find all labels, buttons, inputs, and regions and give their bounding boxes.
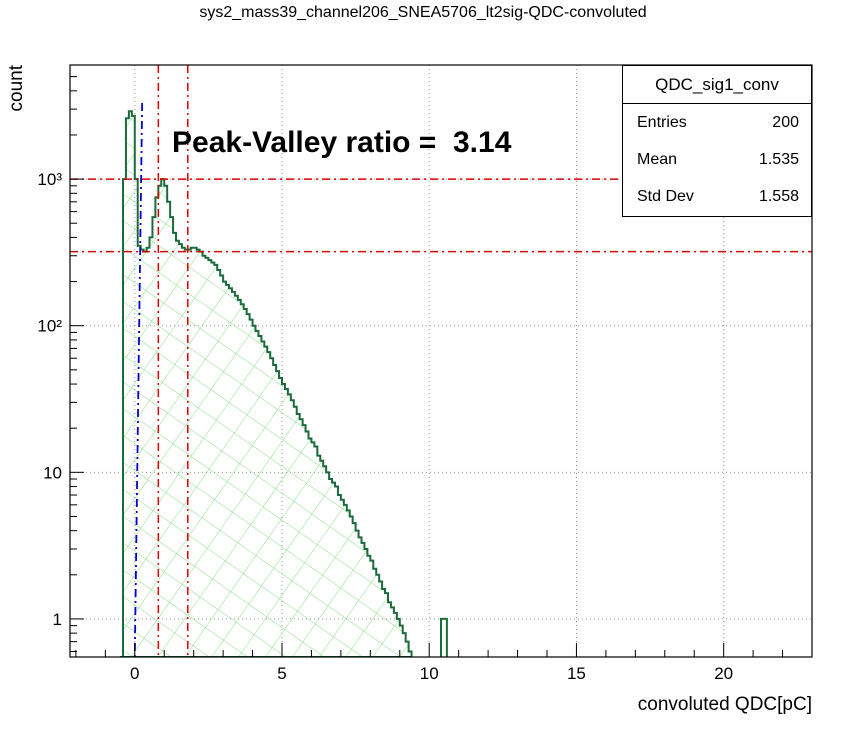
stats-value: 200 — [772, 114, 799, 131]
stats-row-entries: Entries 200 — [623, 104, 811, 141]
stats-value: 1.535 — [758, 151, 799, 168]
stats-row-mean: Mean 1.535 — [623, 141, 811, 178]
y-tick-label: 10 — [43, 463, 62, 482]
x-tick-label: 15 — [567, 664, 586, 683]
vertical-blue-marker — [133, 102, 144, 657]
stats-label: Std Dev — [637, 188, 694, 205]
axes: 0 5 10 15 20 1 10 10² 10³ convoluted QDC[pC] count — [6, 64, 813, 715]
data-layer — [120, 110, 448, 657]
y-tick-label: 10³ — [37, 170, 62, 189]
page-title: sys2_mass39_channel206_SNEA5706_lt2sig-Q… — [199, 4, 647, 21]
plot-frame — [69, 64, 813, 658]
histogram-line — [120, 110, 413, 657]
stats-value: 1.558 — [758, 188, 799, 205]
stats-row-stddev: Std Dev 1.558 — [623, 178, 811, 215]
stats-box: QDC_sig1_conv Entries 200 Mean 1.535 Std… — [622, 65, 812, 217]
stats-title: QDC_sig1_conv — [623, 66, 811, 104]
x-tick-label: 20 — [714, 664, 733, 683]
x-axis-label: convoluted QDC[pC] — [638, 694, 812, 715]
y-tick-label: 10² — [37, 317, 62, 336]
stats-label: Entries — [637, 114, 687, 131]
peak-valley-annotation: Peak-Valley ratio = 3.14 — [172, 126, 512, 159]
y-axis-label: count — [6, 64, 27, 111]
x-tick-label: 0 — [130, 664, 139, 683]
x-tick-label: 5 — [277, 664, 286, 683]
histogram-outlier-bin — [440, 617, 448, 657]
histogram-fill — [120, 111, 412, 657]
x-tick-label: 10 — [420, 664, 439, 683]
stats-label: Mean — [637, 151, 678, 168]
y-tick-label: 1 — [53, 610, 62, 629]
